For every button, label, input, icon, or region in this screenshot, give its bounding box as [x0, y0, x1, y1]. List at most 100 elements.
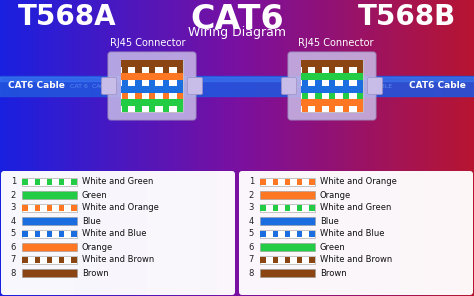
Bar	[22, 243, 77, 251]
Bar	[63, 0, 68, 176]
Bar	[16, 176, 21, 296]
Bar	[260, 243, 315, 251]
Bar	[300, 0, 305, 176]
Bar	[24, 176, 28, 296]
Bar	[296, 176, 301, 296]
Bar	[138, 176, 143, 296]
Bar	[20, 176, 25, 296]
Text: White and Blue: White and Blue	[82, 229, 146, 239]
Bar	[260, 257, 266, 263]
Bar	[71, 176, 76, 296]
Bar	[142, 176, 147, 296]
Bar	[285, 231, 290, 237]
Bar	[182, 0, 187, 176]
Bar	[154, 176, 159, 296]
Text: 2: 2	[249, 191, 254, 200]
Bar	[249, 0, 254, 176]
Bar	[312, 176, 317, 296]
Bar	[221, 0, 226, 176]
Bar	[4, 176, 9, 296]
Bar	[83, 176, 88, 296]
Bar	[288, 176, 293, 296]
Bar	[122, 0, 128, 176]
Bar	[427, 0, 431, 176]
Text: Brown: Brown	[320, 268, 346, 278]
Bar	[352, 0, 356, 176]
Bar	[249, 176, 254, 296]
Bar	[329, 80, 336, 86]
Bar	[217, 0, 222, 176]
Bar	[450, 176, 455, 296]
Bar	[320, 176, 325, 296]
Bar	[210, 176, 214, 296]
Bar	[55, 176, 60, 296]
Bar	[403, 176, 408, 296]
Text: Orange: Orange	[320, 191, 351, 200]
Bar	[356, 176, 360, 296]
Bar	[35, 205, 40, 211]
Bar	[273, 231, 278, 237]
Bar	[39, 176, 45, 296]
Bar	[24, 0, 28, 176]
Bar	[47, 205, 52, 211]
Bar	[387, 176, 392, 296]
Text: CAT 6  CABLE: CAT 6 CABLE	[130, 83, 172, 89]
Bar	[399, 176, 404, 296]
Text: RJ45 Connector: RJ45 Connector	[298, 38, 374, 48]
Bar	[357, 106, 363, 112]
Bar	[411, 0, 416, 176]
Bar	[22, 204, 77, 212]
Bar	[344, 176, 348, 296]
FancyBboxPatch shape	[1, 171, 235, 295]
Bar	[0, 77, 474, 81]
Bar	[59, 176, 64, 296]
Bar	[229, 176, 234, 296]
Text: T568B: T568B	[358, 3, 456, 31]
Bar	[237, 0, 242, 176]
Bar	[44, 176, 48, 296]
Bar	[163, 106, 169, 112]
Bar	[352, 176, 356, 296]
Bar	[174, 0, 179, 176]
Bar	[395, 176, 400, 296]
Bar	[103, 176, 108, 296]
Bar	[205, 176, 210, 296]
Bar	[233, 0, 238, 176]
Bar	[343, 80, 349, 86]
Bar	[201, 0, 206, 176]
Bar	[357, 80, 363, 86]
Bar	[297, 257, 302, 263]
Bar	[304, 176, 309, 296]
Bar	[190, 0, 194, 176]
Bar	[177, 67, 183, 73]
Text: 7: 7	[10, 255, 16, 265]
Text: 6: 6	[249, 242, 254, 252]
Bar	[391, 176, 396, 296]
Bar	[301, 80, 308, 86]
Bar	[391, 0, 396, 176]
Bar	[130, 0, 135, 176]
Bar	[217, 176, 222, 296]
Bar	[454, 0, 459, 176]
Bar	[182, 176, 187, 296]
Bar	[170, 0, 175, 176]
Bar	[47, 231, 52, 237]
Bar	[292, 0, 297, 176]
Bar	[83, 0, 88, 176]
Bar	[347, 0, 353, 176]
Bar	[447, 176, 451, 296]
Bar	[316, 93, 322, 99]
Bar	[177, 93, 183, 99]
Text: 3: 3	[249, 204, 254, 213]
Bar	[166, 176, 171, 296]
Bar	[162, 176, 167, 296]
Bar	[395, 0, 400, 176]
Bar	[403, 0, 408, 176]
Bar	[146, 0, 151, 176]
Bar	[121, 105, 183, 106]
Bar	[22, 191, 77, 199]
Bar	[71, 179, 77, 185]
Bar	[115, 0, 119, 176]
Bar	[430, 0, 436, 176]
Bar	[309, 231, 315, 237]
